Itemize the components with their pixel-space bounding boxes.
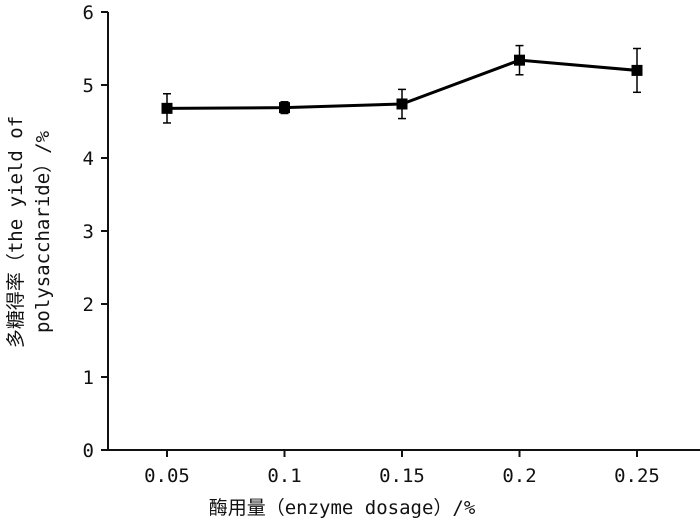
data-point-marker (631, 64, 643, 76)
series-group (161, 54, 643, 114)
x-tick-label: 0.1 (267, 465, 301, 487)
y-tick-label: 6 (83, 2, 94, 24)
x-tick-label: 0.05 (144, 465, 190, 487)
x-axis-title: 酶用量（enzyme dosage）/% (209, 497, 476, 519)
y-tick-label: 5 (83, 75, 94, 97)
y-tick-label: 1 (83, 367, 94, 389)
data-point-marker (161, 102, 173, 114)
y-tick-label: 2 (83, 294, 94, 316)
x-tick-label: 0.2 (502, 465, 536, 487)
x-tick-label: 0.15 (379, 465, 425, 487)
x-ticks: 0.05 0.1 0.15 0.2 0.25 (144, 450, 660, 487)
y-axis-title-line1: 多糖得率（the yield of (5, 116, 27, 348)
x-tick-label: 0.25 (614, 465, 660, 487)
y-axis-title-line2: polysaccharide）/% (32, 130, 54, 333)
y-ticks: 0 1 2 3 4 5 6 (83, 2, 108, 462)
data-point-marker (396, 98, 408, 110)
y-tick-label: 3 (83, 221, 94, 243)
error-bars (163, 44, 641, 124)
data-point-marker (279, 102, 290, 114)
y-tick-label: 0 (83, 440, 94, 462)
y-tick-label: 4 (83, 148, 94, 170)
data-point-marker (514, 54, 525, 66)
